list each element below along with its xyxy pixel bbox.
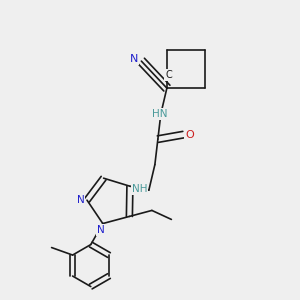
Text: N: N [130, 54, 138, 64]
Text: N: N [98, 225, 105, 235]
Text: C: C [165, 70, 172, 80]
Text: O: O [186, 130, 194, 140]
Text: NH: NH [132, 184, 147, 194]
Text: N: N [76, 195, 84, 205]
Text: HN: HN [152, 109, 168, 118]
